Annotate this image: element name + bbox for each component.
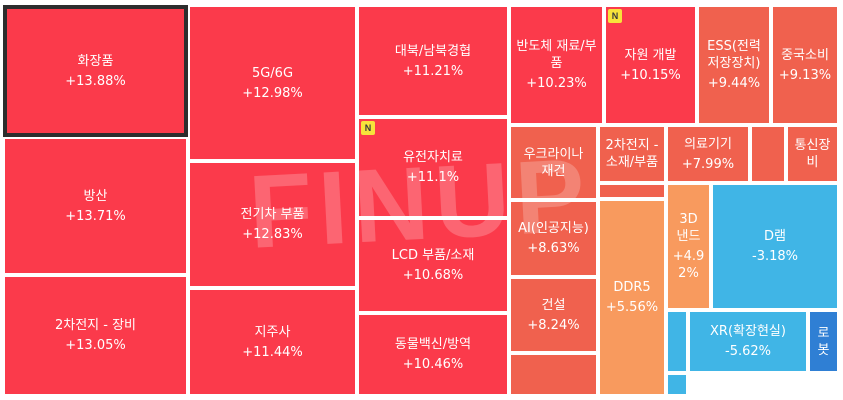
treemap-tile[interactable]: 3D 낸드 +4.9 2% bbox=[666, 183, 711, 310]
tile-label: 로 봇 bbox=[817, 325, 830, 358]
treemap-tile[interactable] bbox=[666, 310, 688, 373]
treemap-tile[interactable] bbox=[598, 183, 666, 199]
treemap-tile[interactable]: 유전자치료 +11.1% N bbox=[357, 117, 509, 218]
treemap-tile[interactable]: 방산 +13.71% bbox=[3, 137, 188, 275]
tile-value: +9.44% bbox=[707, 76, 761, 91]
treemap-tile[interactable]: AI(인공지능) +8.63% bbox=[509, 200, 598, 277]
treemap-tile[interactable] bbox=[666, 373, 688, 396]
tile-label: XR(확장현실) bbox=[710, 324, 786, 339]
treemap-tile[interactable]: 자원 개발 +10.15% N bbox=[604, 5, 697, 125]
tile-value: +9.13% bbox=[778, 67, 832, 83]
treemap-tile[interactable]: LCD 부품/소재 +10.68% bbox=[357, 218, 509, 313]
treemap-tile[interactable]: 화장품 +13.88% bbox=[3, 5, 188, 137]
treemap-tile[interactable]: 로 봇 bbox=[808, 310, 839, 373]
treemap-tile[interactable]: ESS(전력 저장장치) +9.44% bbox=[697, 5, 771, 125]
treemap-tile[interactable]: D램 -3.18% bbox=[711, 183, 839, 310]
tile-value: +13.05% bbox=[65, 338, 126, 353]
tile-value: +10.23% bbox=[526, 76, 587, 91]
tile-value: +12.98% bbox=[242, 85, 303, 101]
treemap-tile[interactable]: 우크라이나 재건 bbox=[509, 125, 598, 200]
tile-value: +8.63% bbox=[527, 241, 580, 256]
tile-value: -5.62% bbox=[725, 344, 771, 359]
tile-value: +4.9 2% bbox=[672, 249, 705, 281]
tile-label: 2차전지 - 소재/부품 bbox=[605, 138, 659, 170]
tile-value: +13.71% bbox=[65, 208, 126, 224]
tile-label: LCD 부품/소재 bbox=[391, 248, 475, 263]
tile-label: 건설 bbox=[541, 297, 566, 313]
new-badge: N bbox=[361, 121, 375, 135]
tile-label: 전기차 부품 bbox=[240, 207, 305, 222]
treemap-tile[interactable]: 대북/남북경협 +11.21% bbox=[357, 5, 509, 117]
treemap-tile[interactable]: 지주사 +11.44% bbox=[188, 288, 357, 396]
treemap-tile[interactable] bbox=[509, 353, 598, 396]
tile-label: 3D 낸드 bbox=[676, 212, 701, 244]
treemap-tile[interactable]: 중국소비 +9.13% bbox=[771, 5, 839, 125]
tile-value: +5.56% bbox=[605, 300, 659, 315]
treemap-tile[interactable] bbox=[750, 125, 786, 183]
tile-value: +10.15% bbox=[620, 67, 681, 83]
treemap-tile[interactable]: 2차전지 - 장비 +13.05% bbox=[3, 275, 188, 396]
tile-label: 지주사 bbox=[254, 324, 291, 340]
tile-label: 2차전지 - 장비 bbox=[54, 318, 137, 333]
tile-value: +11.21% bbox=[402, 63, 464, 79]
tile-value: -3.18% bbox=[752, 249, 798, 264]
treemap-tile[interactable]: 통신장 비 bbox=[786, 125, 839, 183]
treemap-tile[interactable]: 전기차 부품 +12.83% bbox=[188, 161, 357, 288]
tile-value: +8.24% bbox=[527, 317, 580, 333]
tile-label: ESS(전력 저장장치) bbox=[707, 39, 761, 71]
tile-value: +12.83% bbox=[242, 227, 303, 242]
tile-label: 의료기기 bbox=[684, 136, 732, 152]
tile-label: 방산 bbox=[83, 188, 108, 204]
tile-value: +11.44% bbox=[242, 344, 303, 360]
tile-label: 통신장 비 bbox=[794, 138, 831, 170]
tile-value: +7.99% bbox=[681, 156, 735, 172]
treemap-tile[interactable]: DDR5 +5.56% bbox=[598, 199, 666, 396]
tile-label: 우크라이나 재건 bbox=[523, 146, 584, 179]
treemap-tile[interactable]: 동물백신/방역 +10.46% bbox=[357, 313, 509, 396]
tile-label: D램 bbox=[764, 229, 786, 244]
new-badge: N bbox=[608, 9, 622, 23]
tile-value: +13.88% bbox=[65, 73, 126, 89]
tile-value: +11.1% bbox=[406, 170, 460, 185]
tile-value: +10.46% bbox=[402, 357, 464, 372]
treemap-tile[interactable]: 건설 +8.24% bbox=[509, 277, 598, 353]
tile-label: 유전자치료 bbox=[403, 150, 463, 165]
treemap-tile[interactable]: 5G/6G +12.98% bbox=[188, 5, 357, 161]
treemap-tile[interactable]: 의료기기 +7.99% bbox=[666, 125, 750, 183]
tile-label: AI(인공지능) bbox=[518, 221, 589, 236]
treemap-tile[interactable]: 2차전지 - 소재/부품 bbox=[598, 125, 666, 183]
tile-label: 중국소비 bbox=[781, 47, 829, 63]
tile-label: 대북/남북경협 bbox=[394, 43, 472, 59]
treemap-tile[interactable]: XR(확장현실) -5.62% bbox=[688, 310, 808, 373]
tile-label: 5G/6G bbox=[251, 65, 294, 81]
tile-label: 자원 개발 bbox=[624, 47, 677, 63]
treemap-tile[interactable]: 반도체 재료/부 품 +10.23% bbox=[509, 5, 604, 125]
tile-label: 반도체 재료/부 품 bbox=[516, 39, 597, 71]
tile-label: 동물백신/방역 bbox=[394, 337, 472, 352]
tile-label: DDR5 bbox=[613, 280, 651, 295]
tile-label: 화장품 bbox=[77, 53, 114, 69]
tile-value: +10.68% bbox=[402, 268, 464, 283]
